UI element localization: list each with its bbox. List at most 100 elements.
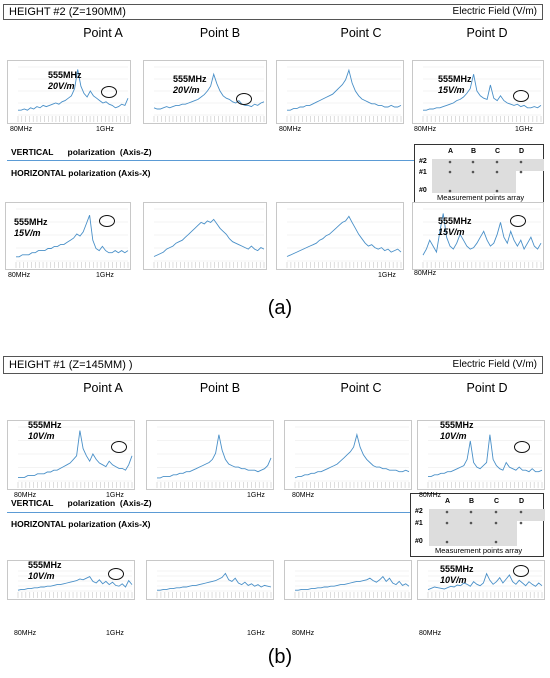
- series-line: [287, 68, 402, 111]
- line-chart: [5, 202, 131, 270]
- x-axis-end-label: 1GHz: [247, 492, 265, 499]
- x-ticks: [422, 116, 542, 122]
- array-col-a: A: [448, 148, 454, 155]
- separator-line: [7, 512, 417, 513]
- x-ticks: [427, 482, 543, 488]
- highlight-ellipse: [513, 565, 529, 577]
- array-points: [445, 510, 523, 544]
- line-chart: [146, 420, 274, 490]
- vertical-polarization-label: VERTICAL polarization (Axis-Z): [11, 498, 152, 508]
- x-axis-start-label: 80MHz: [14, 492, 37, 499]
- x-axis-end-label: 1GHz: [96, 272, 114, 279]
- highlight-ellipse: [101, 86, 117, 98]
- panel-a: HEIGHT #2 (Z=190MM) Electric Field (V/m)…: [3, 4, 547, 334]
- horizontal-polarization-label: HORIZONTAL polarization (Axis-X): [11, 519, 151, 529]
- highlight-ellipse: [510, 215, 526, 227]
- array-row-0: #0: [415, 538, 423, 545]
- series-line: [153, 72, 265, 110]
- x-axis-start-label: 80MHz: [419, 630, 442, 637]
- x-ticks: [15, 262, 129, 268]
- line-chart: [276, 60, 404, 124]
- annotation-value: 10V/m: [440, 431, 467, 441]
- line-chart: [284, 420, 412, 490]
- x-axis-start-label: 80MHz: [10, 126, 33, 133]
- array-points: [448, 160, 523, 193]
- annotation-value: 20V/m: [48, 81, 75, 91]
- unit-label: Electric Field (V/m): [452, 359, 537, 370]
- annotation-frequency: 555MHz: [28, 420, 62, 430]
- x-ticks: [427, 592, 543, 598]
- panel-header: HEIGHT #1 (Z=145MM) ) Electric Field (V/…: [3, 356, 543, 374]
- x-ticks: [286, 262, 402, 268]
- separator-line: [7, 160, 417, 161]
- x-axis-end-label: 1GHz: [247, 630, 265, 637]
- peak-annotation: 555MHz 20V/m: [48, 70, 82, 92]
- array-row-2: #2: [415, 508, 423, 515]
- chart-svg: [294, 570, 410, 598]
- series-line: [295, 575, 410, 591]
- point-c-label: Point C: [340, 381, 382, 395]
- measurement-array-diagram: A B C D #2 #1 #0 Measurement points arra…: [414, 144, 544, 203]
- array-shape: [429, 509, 545, 521]
- x-axis-end-label: 1GHz: [106, 492, 124, 499]
- x-ticks: [153, 116, 265, 122]
- point-a-label: Point A: [83, 26, 123, 40]
- annotation-value: 20V/m: [173, 85, 200, 95]
- peak-annotation: 555MHz 10V/m: [28, 420, 62, 442]
- chart-svg: [286, 66, 402, 122]
- line-chart: [146, 560, 274, 600]
- annotation-value: 15V/m: [14, 228, 41, 238]
- series-line: [294, 432, 410, 479]
- point-c-label: Point C: [340, 26, 382, 40]
- x-axis-end-label: 1GHz: [378, 272, 396, 279]
- line-chart: [7, 560, 135, 600]
- height-label: HEIGHT #1 (Z=145MM) ): [9, 359, 133, 371]
- annotation-value: 10V/m: [28, 431, 55, 441]
- annotation-frequency: 555MHz: [438, 74, 472, 84]
- array-col-d: D: [519, 148, 525, 155]
- chart-svg: [153, 208, 265, 268]
- annotation-value: 15V/m: [438, 227, 465, 237]
- array-shape: [432, 159, 544, 171]
- array-col-c: C: [495, 148, 501, 155]
- height-label: HEIGHT #2 (Z=190MM): [9, 6, 126, 18]
- peak-annotation: 555MHz 20V/m: [173, 74, 207, 96]
- array-col-d: D: [519, 498, 525, 505]
- x-ticks: [17, 592, 133, 598]
- highlight-ellipse: [99, 215, 115, 227]
- panel-b: HEIGHT #1 (Z=145MM) ) Electric Field (V/…: [3, 356, 547, 676]
- line-chart: [276, 202, 404, 270]
- line-chart: [284, 560, 412, 600]
- highlight-ellipse: [108, 568, 124, 580]
- x-ticks: [153, 262, 265, 268]
- peak-annotation: 555MHz 15V/m: [14, 217, 48, 239]
- chart-svg: [15, 208, 129, 268]
- vertical-polarization-label: VERTICAL polarization (Axis-Z): [11, 147, 152, 157]
- array-row-1: #1: [415, 520, 423, 527]
- x-axis-end-label: 1GHz: [96, 126, 114, 133]
- highlight-ellipse: [111, 441, 127, 453]
- x-ticks: [156, 482, 272, 488]
- x-axis-end-label: 1GHz: [515, 126, 533, 133]
- x-ticks: [156, 592, 272, 598]
- chart-svg: [427, 570, 543, 598]
- series-line: [423, 74, 542, 111]
- chart-svg: [422, 208, 542, 268]
- array-caption: Measurement points array: [435, 546, 523, 555]
- series-line: [153, 218, 265, 257]
- annotation-value: 10V/m: [440, 575, 467, 585]
- chart-svg: [427, 426, 543, 488]
- x-ticks: [294, 592, 410, 598]
- chart-svg: [294, 426, 410, 488]
- chart-svg: [156, 426, 272, 488]
- annotation-frequency: 555MHz: [48, 70, 82, 80]
- line-chart: [412, 202, 544, 270]
- array-row-0: #0: [419, 187, 427, 194]
- chart-svg: [153, 66, 265, 122]
- x-ticks: [294, 482, 410, 488]
- line-chart: [7, 420, 135, 490]
- measurement-array-diagram: A B C D #2 #1 #0 Measurement points arra…: [410, 493, 545, 557]
- x-axis-start-label: 80MHz: [414, 270, 437, 277]
- x-axis-start-label: 80MHz: [419, 492, 442, 499]
- x-axis-end-label: 1GHz: [106, 630, 124, 637]
